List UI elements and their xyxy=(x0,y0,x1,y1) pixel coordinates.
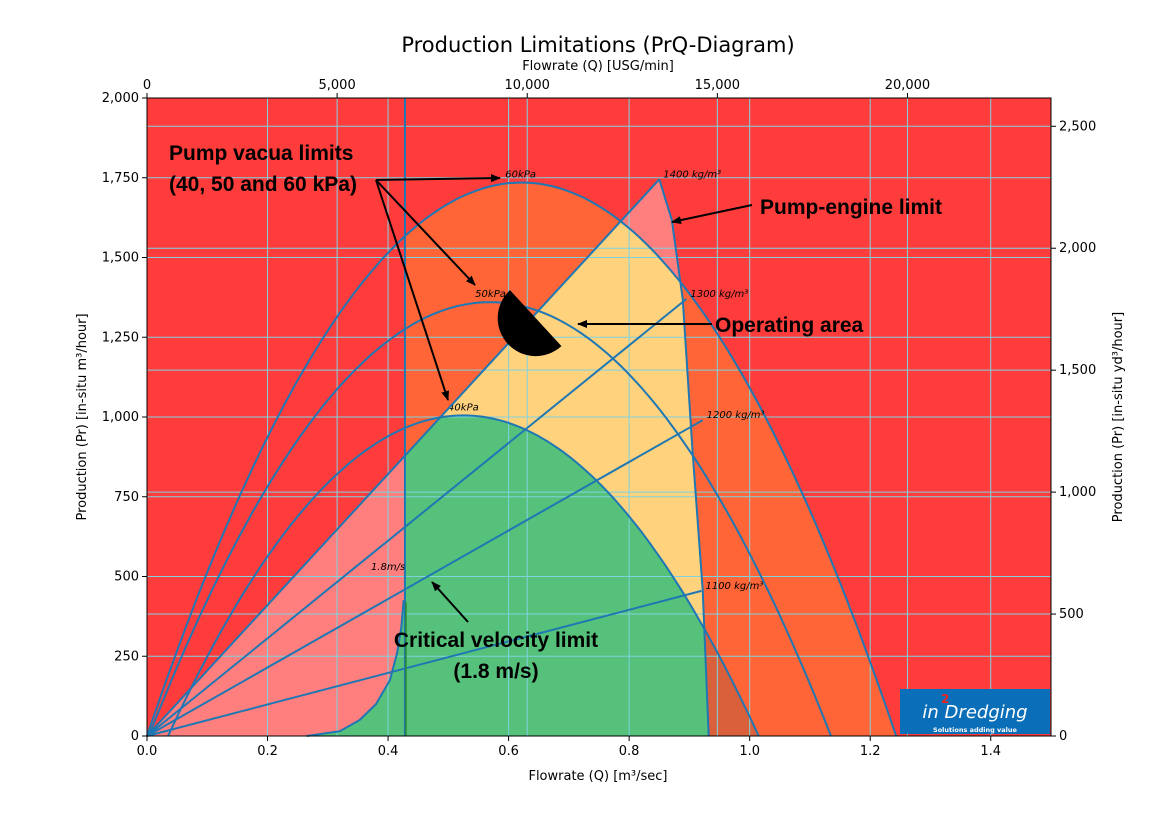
annotation-arrow xyxy=(375,179,450,401)
density-line xyxy=(146,178,661,737)
logo-tagline: Solutions adding value xyxy=(933,726,1018,734)
y-tick-label: 750 xyxy=(114,490,139,505)
x-axis-label: Flowrate (Q) [m³/sec] xyxy=(528,769,667,784)
vacuum-label: 50kPa xyxy=(475,289,506,300)
y-axis-label: Production (Pr) [in-situ m³/hour] xyxy=(75,313,90,520)
y-tick-label: 1,750 xyxy=(102,171,139,186)
x-tick-label: 1.2 xyxy=(860,744,881,759)
annotation-arrow xyxy=(375,174,501,183)
density-line xyxy=(146,298,688,737)
vacuum-label: 60kPa xyxy=(505,170,536,181)
annotation-arrow xyxy=(671,204,753,225)
vacuum-curve xyxy=(146,181,898,737)
y2-tick-label: 2,500 xyxy=(1059,119,1096,134)
x-tick-label: 0.8 xyxy=(619,744,640,759)
axis-ticks: 0.0 0.2 0.4 0.6 0.8 1.0 1.2 1.4 0 250 500 750 1,000 1… xyxy=(102,78,1096,759)
x-tick-label: 1.4 xyxy=(980,744,1001,759)
svg-text:2: 2 xyxy=(941,692,949,706)
y-tick-label: 500 xyxy=(114,570,139,585)
density-label: 1400 kg/m³ xyxy=(663,169,721,180)
y-tick-label: 0 xyxy=(131,729,139,744)
x2-tick-label: 15,000 xyxy=(695,78,741,93)
vacuum-curve xyxy=(147,301,832,737)
annotation-critical-2: (1.8 m/s) xyxy=(453,660,538,683)
y-tick-label: 1,000 xyxy=(102,410,139,425)
y2-tick-label: 0 xyxy=(1059,729,1067,744)
logo: in Dredging 2 Solutions adding value xyxy=(900,689,1050,734)
annotation-vacua-1: Pump vacua limits xyxy=(169,142,353,165)
grid xyxy=(147,98,1051,736)
svg-text:in Dredging: in Dredging xyxy=(922,702,1027,723)
y2-tick-label: 1,000 xyxy=(1059,485,1096,500)
x-tick-label: 0.0 xyxy=(137,744,158,759)
chart-title: Production Limitations (PrQ-Diagram) xyxy=(401,33,794,57)
x-tick-label: 1.0 xyxy=(739,744,760,759)
plot-area: 40kPa 50kPa 60kPa 1100 kg/m³ 1200 kg/m³ 1300 … xyxy=(146,97,1052,737)
density-line xyxy=(146,589,702,737)
annotation-vacua-2: (40, 50 and 60 kPa) xyxy=(169,173,357,196)
density-line xyxy=(146,419,704,737)
x2-tick-label: 20,000 xyxy=(885,78,931,93)
x-tick-label: 0.4 xyxy=(378,744,399,759)
y-tick-label: 1,250 xyxy=(102,330,139,345)
x2-tick-label: 5,000 xyxy=(319,78,356,93)
x2-axis-label: Flowrate (Q) [USG/min] xyxy=(522,59,674,74)
y2-tick-label: 1,500 xyxy=(1059,363,1096,378)
annotation-arrow xyxy=(431,581,469,623)
x2-tick-label: 10,000 xyxy=(504,78,550,93)
y2-tick-label: 500 xyxy=(1059,607,1084,622)
operating-area xyxy=(497,290,562,357)
vacuum-curve xyxy=(167,414,760,737)
y-tick-label: 250 xyxy=(114,649,139,664)
y2-tick-label: 2,000 xyxy=(1059,241,1096,256)
vacuum-label: 40kPa xyxy=(448,402,479,413)
density-label: 1200 kg/m³ xyxy=(707,410,765,421)
annotation-operating: Operating area xyxy=(715,314,864,337)
y2-axis-label: Production (Pr) [in-situ yd³/hour] xyxy=(1111,312,1126,522)
critical-velocity-label: 1.8m/s xyxy=(371,562,405,573)
annotation-arrow xyxy=(375,179,476,286)
x2-tick-label: 0 xyxy=(143,78,151,93)
pump-engine-line xyxy=(658,179,710,737)
critical-velocity-curve xyxy=(306,600,405,737)
density-label: 1300 kg/m³ xyxy=(690,289,748,300)
x-tick-label: 0.6 xyxy=(498,744,519,759)
annotations: Pump vacua limits (40, 50 and 60 kPa) Pu… xyxy=(169,142,942,683)
x-tick-label: 0.2 xyxy=(257,744,278,759)
y-tick-label: 2,000 xyxy=(102,91,139,106)
annotation-critical-1: Critical velocity limit xyxy=(394,629,598,652)
y-tick-label: 1,500 xyxy=(102,251,139,266)
region-green-left xyxy=(306,600,405,736)
density-label: 1100 kg/m³ xyxy=(705,581,763,592)
annotation-engine: Pump-engine limit xyxy=(760,196,942,219)
